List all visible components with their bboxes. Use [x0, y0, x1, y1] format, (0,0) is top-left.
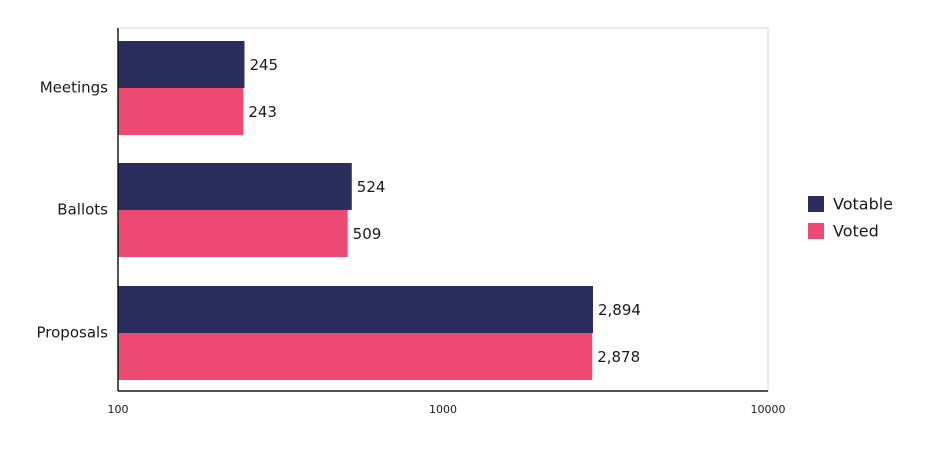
value-label-votable-ballots: 524	[357, 178, 386, 196]
x-tick-labels: 100 1000 10000	[108, 403, 786, 416]
bar-votable-meetings	[118, 41, 245, 88]
value-labels: 245 243 524 509 2,894 2,878	[248, 56, 641, 366]
value-label-voted-proposals: 2,878	[597, 348, 640, 366]
bar-voted-proposals	[118, 333, 593, 380]
category-label-ballots: Ballots	[57, 201, 108, 219]
x-tick-label-100: 100	[108, 403, 129, 416]
x-tick-label-10000: 10000	[751, 403, 786, 416]
x-tick-label-1000: 1000	[429, 403, 457, 416]
value-label-voted-meetings: 243	[248, 103, 277, 121]
legend-label-votable: Votable	[833, 195, 893, 214]
legend-swatch-votable	[808, 196, 824, 212]
value-label-votable-meetings: 245	[249, 56, 278, 74]
legend-swatch-voted	[808, 223, 824, 239]
bar-votable-ballots	[118, 163, 352, 210]
category-label-proposals: Proposals	[37, 324, 109, 342]
category-labels: Meetings Ballots Proposals	[37, 79, 109, 342]
value-label-votable-proposals: 2,894	[598, 301, 641, 319]
bars-group	[118, 41, 593, 380]
legend-label-voted: Voted	[833, 222, 879, 241]
category-label-meetings: Meetings	[40, 79, 108, 97]
value-label-voted-ballots: 509	[353, 225, 382, 243]
legend: Votable Voted	[808, 195, 893, 241]
bar-voted-meetings	[118, 88, 244, 135]
bar-voted-ballots	[118, 210, 348, 257]
bar-votable-proposals	[118, 286, 593, 333]
